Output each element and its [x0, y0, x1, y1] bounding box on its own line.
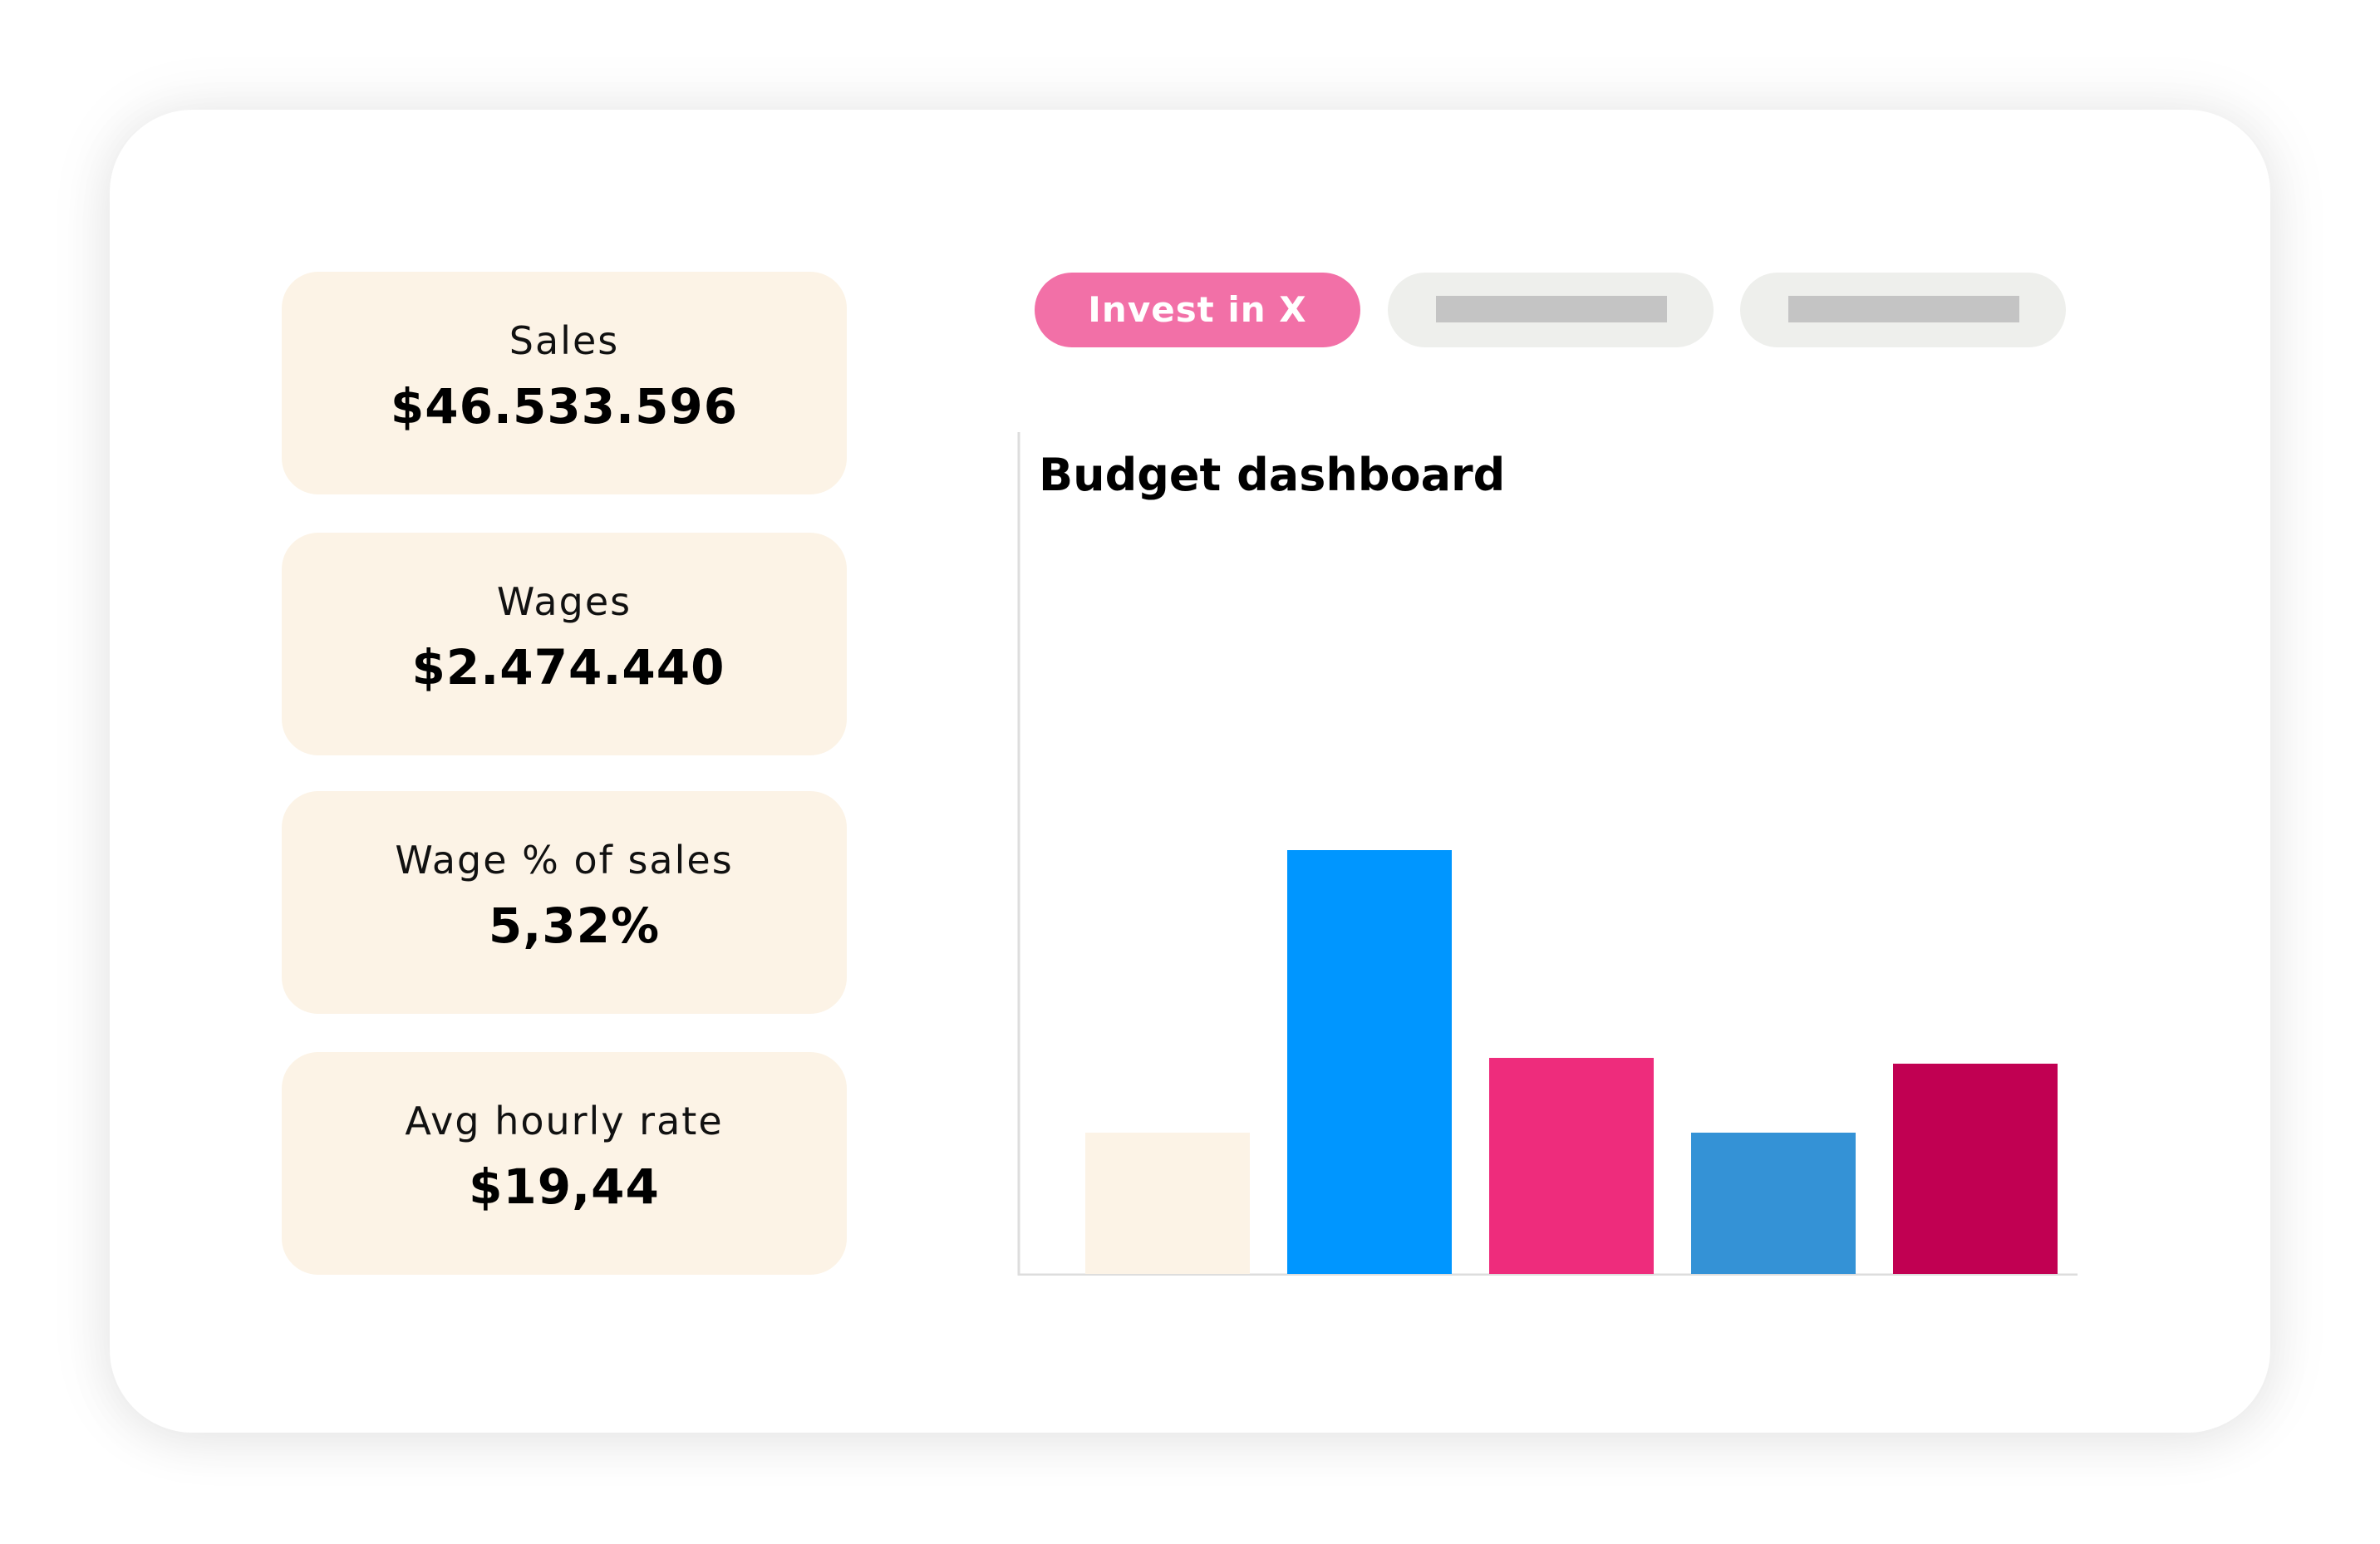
- budget-chart: [1017, 432, 2078, 1276]
- metric-value: 5,32%: [488, 897, 661, 954]
- metric-label: Avg hourly rate: [405, 1099, 724, 1143]
- metric-value: $46.533.596: [390, 378, 739, 435]
- chart-title: Budget dashboard: [1039, 449, 1506, 501]
- tab-placeholder-bar: [1436, 296, 1667, 322]
- metric-label: Wage % of sales: [395, 838, 734, 883]
- tab-placeholder-3[interactable]: [1740, 273, 2066, 347]
- metric-label: Sales: [509, 318, 620, 363]
- chart-bar-5: [1893, 1064, 2058, 1274]
- tab-placeholder-bar: [1788, 296, 2019, 322]
- metric-card-wages: Wages $2.474.440: [282, 533, 847, 755]
- metric-card-sales: Sales $46.533.596: [282, 272, 847, 494]
- chart-bar-4: [1691, 1133, 1856, 1274]
- tab-placeholder-2[interactable]: [1388, 273, 1714, 347]
- chart-bar-1: [1085, 1133, 1250, 1274]
- metric-label: Wages: [496, 579, 632, 624]
- metric-card-avg-hourly-rate: Avg hourly rate $19,44: [282, 1052, 847, 1275]
- metric-card-wage-percent: Wage % of sales 5,32%: [282, 791, 847, 1014]
- metric-value: $19,44: [469, 1158, 660, 1215]
- chart-bar-3: [1489, 1058, 1654, 1274]
- chart-bar-2: [1287, 850, 1452, 1274]
- metric-value: $2.474.440: [411, 639, 725, 696]
- tab-invest-in-x[interactable]: Invest in X: [1035, 273, 1360, 347]
